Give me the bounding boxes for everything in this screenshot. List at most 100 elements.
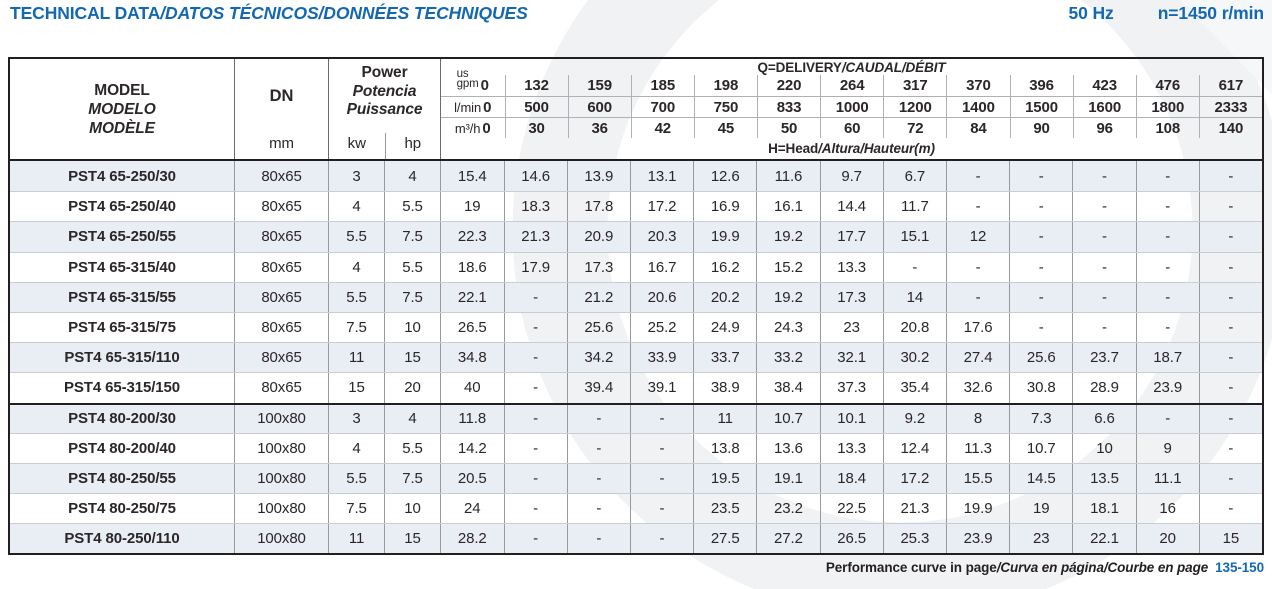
kw-cell: 5.5 — [328, 222, 384, 252]
head-value-cell: 20.5 — [440, 463, 504, 494]
model-cell: PST4 80-250/110 — [64, 530, 180, 548]
footer-page-range: 135-150 — [1215, 560, 1264, 575]
head-value-cell: - — [1009, 312, 1072, 343]
model-cell: PST4 80-200/30 — [68, 410, 176, 428]
footer-text-rest: /Curva en página/Courbe en page — [996, 560, 1209, 575]
page-title-secondary: /DATOS TÉCNICOS/DONNÉES TECHNIQUES — [160, 3, 528, 23]
head-value-cell: - — [566, 494, 630, 524]
head-value-cell: - — [566, 404, 630, 433]
head-values: 11.8- - -11 10.7 10.1 9.2 8 7.3 6.6- - — [440, 404, 1262, 433]
head-value-cell: 14.2 — [440, 433, 504, 463]
head-value-cell: - — [503, 463, 567, 494]
kw-cell: 7.5 — [328, 494, 384, 524]
head-value-cell: 13.1 — [629, 161, 693, 192]
delivery-value-cell: 500 — [504, 97, 568, 117]
head-value-cell: 9 — [1135, 433, 1199, 463]
delivery-value-cell: 600 — [567, 97, 631, 117]
hp-cell: 15 — [384, 524, 440, 554]
table-row-pst4-65-315-150: PST4 65-315/150 80x65 15 20 40-39.4 39.1 38.9 3… — [10, 372, 1262, 403]
model-cell: PST4 65-315/150 — [63, 379, 181, 397]
delivery-value-cell: 476 — [1135, 75, 1199, 96]
table-row-pst4-65-315-75: PST4 65-315/75 80x65 7.5 10 26.5-25.6 25.2 24.… — [10, 311, 1262, 343]
head-value-cell: 13.3 — [819, 433, 883, 463]
lmin-zero: 0 — [483, 98, 492, 116]
head-value-cell: - — [1072, 282, 1135, 312]
technical-data-table: MODEL MODELO MODÈLE DN mm Power Potencia… — [8, 57, 1264, 556]
head-value-cell: 20.6 — [629, 282, 693, 312]
hp-cell: 5.5 — [384, 433, 440, 463]
head-value-cell: 17.3 — [566, 252, 630, 282]
us-gpm-stack: us gpm — [457, 68, 479, 90]
delivery-value-cell: 220 — [757, 75, 820, 96]
dn-cell: 100x80 — [234, 433, 328, 463]
head-value-cell: 18.7 — [1135, 343, 1199, 373]
m3h-zero: 0 — [482, 119, 491, 137]
delivery-title-en: Q=DELIVERY — [757, 60, 842, 75]
kw-cell: 11 — [328, 524, 384, 554]
head-values: 26.5-25.6 25.2 24.9 24.3 23 20.8 17.6- - - - — [440, 312, 1262, 343]
head-value-cell: 21.3 — [882, 494, 946, 524]
table-row-pst4-65-315-110: PST4 65-315/110 80x65 11 15 34.8-34.2 33.9 33.… — [10, 342, 1262, 373]
model-header-es: MODELO — [88, 100, 156, 118]
head-value-cell: 27.4 — [945, 343, 1009, 373]
delivery-value-cell: 833 — [757, 97, 820, 117]
head-value-cell: - — [945, 161, 1009, 192]
table-row-pst4-65-250-30: PST4 65-250/30 80x65 3 4 15.4 14.6 13.9 13.1 12.… — [10, 161, 1262, 192]
table-header: MODEL MODELO MODÈLE DN mm Power Potencia… — [10, 59, 1262, 161]
table-body: PST4 65-250/30 80x65 3 4 15.4 14.6 13.9 13.1 12.… — [10, 161, 1262, 554]
head-value-cell: - — [1198, 222, 1262, 252]
delivery-value-cell: 50 — [757, 118, 820, 138]
delivery-value-cell: 96 — [1072, 118, 1136, 138]
delivery-value-cell: 370 — [946, 75, 1009, 96]
head-value-cell: - — [503, 524, 567, 554]
delivery-value-cell: 1500 — [1009, 97, 1073, 117]
head-value-cell: - — [629, 463, 693, 494]
head-value-cell: 11.1 — [1135, 463, 1199, 494]
head-value-cell: 15.1 — [882, 222, 946, 252]
head-title: H=Head/Altura/Hauteur (m) — [441, 138, 1262, 159]
head-value-cell: 9.7 — [819, 161, 883, 192]
head-value-cell: 22.5 — [819, 494, 883, 524]
head-value-cell: - — [1198, 252, 1262, 282]
head-value-cell: 24.9 — [693, 312, 756, 343]
delivery-value-cell: 750 — [693, 97, 757, 117]
model-cell: PST4 80-250/75 — [68, 500, 176, 518]
head-value-cell: 11.3 — [945, 433, 1009, 463]
power-labels: Power Potencia Puissance — [329, 59, 440, 120]
head-value-cell: - — [1198, 494, 1262, 524]
head-value-cell: 32.6 — [945, 373, 1009, 403]
delivery-value-cell: 1400 — [946, 97, 1009, 117]
head-value-cell: - — [1072, 161, 1135, 192]
table-row-pst4-80-250-75: PST4 80-250/75 100x80 7.5 10 24- - -23.5 23.2 22… — [10, 493, 1262, 524]
dn-unit: mm — [269, 135, 294, 152]
delivery-title: Q=DELIVERY/CAUDAL/DÉBIT — [441, 59, 1262, 75]
delivery-value-cell: 132 — [504, 75, 568, 96]
head-value-cell: 9.2 — [882, 404, 946, 433]
head-value-cell: - — [1135, 252, 1199, 282]
head-value-cell: - — [1198, 343, 1262, 373]
head-value-cell: 16.1 — [756, 192, 819, 222]
head-value-cell: 17.3 — [819, 282, 883, 312]
delivery-value-cell: 2333 — [1198, 97, 1262, 117]
kw-cell: 4 — [328, 192, 384, 222]
head-value-cell: - — [503, 494, 567, 524]
head-value-cell: 19.5 — [693, 463, 756, 494]
dn-cell: 80x65 — [234, 312, 328, 343]
head-values: 20.5- - -19.5 19.1 18.4 17.2 15.5 14.5 13.5 11.1- — [440, 463, 1262, 494]
head-values: 24- - -23.5 23.2 22.5 21.3 19.9 19 18.1 16- — [440, 494, 1262, 524]
head-value-cell: 16.7 — [629, 252, 693, 282]
delivery-value-cell: 317 — [883, 75, 946, 96]
head-value-cell: 18.1 — [1072, 494, 1135, 524]
head-value-cell: - — [1009, 222, 1072, 252]
head-value-cell: 18.6 — [440, 252, 504, 282]
head-value-cell: 25.2 — [629, 312, 693, 343]
head-value-cell: 38.4 — [756, 373, 819, 403]
head-value-cell: 15.2 — [756, 252, 819, 282]
model-header-en: MODEL — [94, 81, 150, 99]
hp-cell: 4 — [384, 404, 440, 433]
head-value-cell: - — [1072, 312, 1135, 343]
head-values: 40-39.4 39.1 38.9 38.4 37.3 35.4 32.6 30.8 28.9 2… — [440, 373, 1262, 403]
head-value-cell: - — [1072, 222, 1135, 252]
head-value-cell: 34.2 — [566, 343, 630, 373]
head-value-cell: - — [1135, 222, 1199, 252]
